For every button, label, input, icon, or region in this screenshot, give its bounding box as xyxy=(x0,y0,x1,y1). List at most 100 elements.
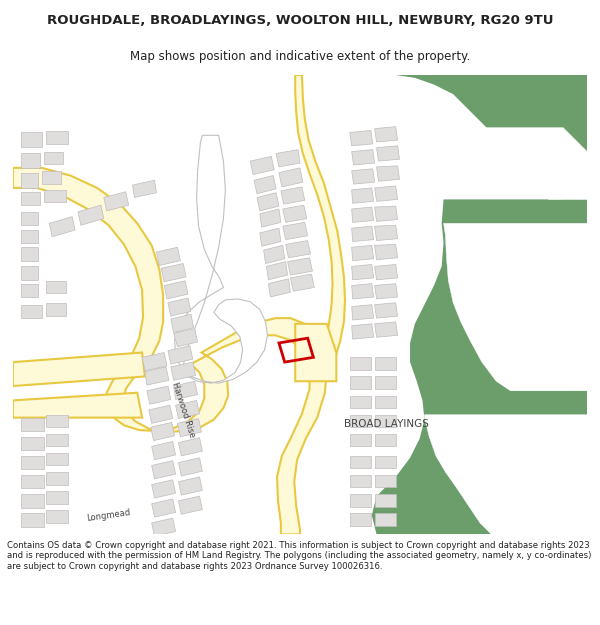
Polygon shape xyxy=(161,264,186,282)
Polygon shape xyxy=(46,472,68,484)
Polygon shape xyxy=(443,223,587,391)
Polygon shape xyxy=(374,264,398,280)
Polygon shape xyxy=(157,248,181,266)
Polygon shape xyxy=(374,415,396,428)
Polygon shape xyxy=(352,264,374,280)
Text: Longmead: Longmead xyxy=(86,508,131,522)
Polygon shape xyxy=(374,225,398,241)
Text: ROUGHDALE, BROADLAYINGS, WOOLTON HILL, NEWBURY, RG20 9TU: ROUGHDALE, BROADLAYINGS, WOOLTON HILL, N… xyxy=(47,14,553,28)
Polygon shape xyxy=(424,415,587,534)
Polygon shape xyxy=(350,376,371,389)
Polygon shape xyxy=(352,226,374,241)
Polygon shape xyxy=(377,146,400,161)
Polygon shape xyxy=(295,324,337,381)
Polygon shape xyxy=(20,192,40,205)
Polygon shape xyxy=(149,405,173,423)
Polygon shape xyxy=(152,461,176,479)
Polygon shape xyxy=(104,192,128,211)
Polygon shape xyxy=(350,434,371,446)
Polygon shape xyxy=(46,434,68,446)
Polygon shape xyxy=(286,241,311,258)
Polygon shape xyxy=(147,386,171,404)
Polygon shape xyxy=(350,456,371,468)
Polygon shape xyxy=(173,381,197,399)
Polygon shape xyxy=(152,518,176,536)
Polygon shape xyxy=(178,477,202,495)
Polygon shape xyxy=(178,419,202,437)
Polygon shape xyxy=(374,357,396,370)
Text: Map shows position and indicative extent of the property.: Map shows position and indicative extent… xyxy=(130,50,470,62)
Polygon shape xyxy=(13,168,327,534)
Polygon shape xyxy=(171,314,194,332)
Polygon shape xyxy=(350,513,371,526)
Polygon shape xyxy=(374,322,398,338)
Polygon shape xyxy=(374,127,398,142)
Polygon shape xyxy=(250,156,274,174)
Polygon shape xyxy=(374,494,396,507)
Polygon shape xyxy=(372,199,587,534)
Polygon shape xyxy=(20,132,41,147)
Polygon shape xyxy=(283,205,307,222)
Polygon shape xyxy=(41,171,61,184)
Polygon shape xyxy=(374,186,398,201)
Polygon shape xyxy=(175,135,268,383)
Polygon shape xyxy=(20,456,44,469)
Polygon shape xyxy=(46,131,68,144)
Polygon shape xyxy=(352,284,374,299)
Polygon shape xyxy=(152,480,176,498)
Polygon shape xyxy=(171,362,196,380)
Polygon shape xyxy=(20,304,41,318)
Polygon shape xyxy=(374,284,398,299)
Polygon shape xyxy=(20,418,44,431)
Polygon shape xyxy=(350,415,371,428)
Polygon shape xyxy=(254,176,276,194)
Polygon shape xyxy=(350,131,373,146)
Polygon shape xyxy=(46,281,65,293)
Polygon shape xyxy=(20,437,44,450)
Polygon shape xyxy=(260,209,281,227)
Polygon shape xyxy=(352,188,374,203)
Polygon shape xyxy=(20,475,44,489)
Polygon shape xyxy=(44,190,65,202)
Polygon shape xyxy=(164,281,188,299)
Polygon shape xyxy=(374,376,396,389)
Polygon shape xyxy=(350,494,371,507)
Polygon shape xyxy=(46,453,68,466)
Polygon shape xyxy=(374,434,396,446)
Polygon shape xyxy=(178,496,202,514)
Text: Harwood Rise: Harwood Rise xyxy=(170,381,196,439)
Polygon shape xyxy=(352,149,374,165)
Polygon shape xyxy=(350,396,371,408)
Polygon shape xyxy=(20,513,44,527)
Polygon shape xyxy=(268,279,290,297)
Polygon shape xyxy=(350,475,371,488)
Polygon shape xyxy=(281,187,305,204)
Polygon shape xyxy=(44,151,62,164)
Polygon shape xyxy=(13,352,145,386)
Polygon shape xyxy=(374,206,398,221)
Polygon shape xyxy=(20,212,38,225)
Polygon shape xyxy=(263,246,284,264)
Polygon shape xyxy=(352,246,374,261)
Polygon shape xyxy=(279,168,303,187)
Polygon shape xyxy=(350,357,371,370)
Text: BROAD LAYINGS: BROAD LAYINGS xyxy=(344,419,428,429)
Polygon shape xyxy=(168,346,193,364)
Polygon shape xyxy=(283,222,308,239)
Polygon shape xyxy=(46,491,68,504)
Polygon shape xyxy=(46,511,68,523)
Polygon shape xyxy=(152,441,176,460)
Polygon shape xyxy=(260,228,281,246)
Polygon shape xyxy=(20,266,38,280)
Polygon shape xyxy=(266,262,287,280)
Polygon shape xyxy=(20,154,40,168)
Polygon shape xyxy=(142,352,167,371)
Polygon shape xyxy=(352,304,374,320)
Polygon shape xyxy=(49,217,75,237)
Polygon shape xyxy=(295,75,345,376)
Text: Contains OS data © Crown copyright and database right 2021. This information is : Contains OS data © Crown copyright and d… xyxy=(7,541,592,571)
Polygon shape xyxy=(352,324,374,339)
Polygon shape xyxy=(352,169,374,184)
Polygon shape xyxy=(178,458,202,476)
Polygon shape xyxy=(374,456,396,468)
